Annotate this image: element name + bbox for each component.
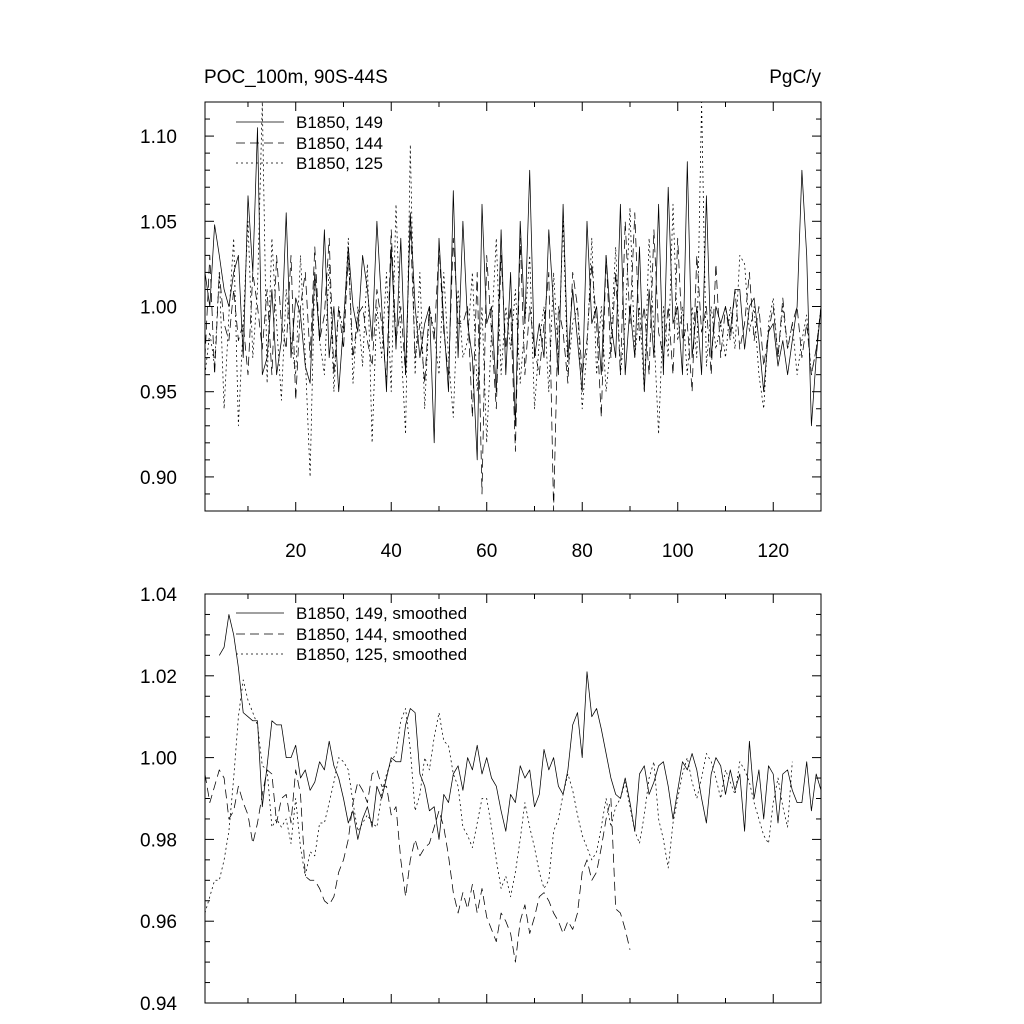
legend-entry-125-smoothed: B1850, 125, smoothed [236,645,467,664]
legend-label-149-smoothed: B1850, 149, smoothed [296,604,467,623]
legend-entry-149-smoothed: B1850, 149, smoothed [236,604,467,623]
legend-entry-125: B1850, 125 [236,154,383,173]
units-label: PgC/y [769,67,821,88]
y-tick-label: 0.95 [140,383,177,404]
x-tick-label: 40 [381,541,402,562]
top-panel-legend: B1850, 149 B1850, 144 B1850, 125 [236,113,383,173]
bottom-panel-axes: 0.94 0.96 0.98 1.00 1.02 1.04 [140,585,822,1015]
bottom-panel-series-lines [205,614,821,963]
y-tick-label: 0.98 [140,830,177,851]
y-tick-label: 1.04 [140,585,177,606]
top-panel: POC_100m, 90S-44S PgC/y 20 40 60 80 100 120 0.… [140,67,822,562]
x-tick-label: 120 [757,541,789,562]
legend-entry-144: B1850, 144 [236,134,383,153]
y-tick-label: 1.05 [140,212,177,233]
series-line-3 [205,102,821,478]
series-line-2 [205,212,821,511]
legend-label-144: B1850, 144 [296,134,383,153]
y-tick-label: 1.00 [140,749,177,770]
top-panel-series-lines [205,102,821,511]
x-tick-label: 20 [285,541,306,562]
series-line-1 [205,127,821,461]
chart-title: POC_100m, 90S-44S [204,67,388,88]
x-tick-label: 80 [572,541,593,562]
y-tick-label: 0.96 [140,912,177,933]
y-tick-label: 1.10 [140,127,177,148]
legend-label-125: B1850, 125 [296,154,383,173]
y-tick-label: 0.90 [140,468,177,489]
x-tick-label: 100 [662,541,694,562]
legend-label-125-smoothed: B1850, 125, smoothed [296,645,467,664]
bottom-panel-legend: B1850, 149, smoothed B1850, 144, smoothe… [236,604,467,664]
y-tick-label: 1.02 [140,667,177,688]
y-tick-label: 0.94 [140,994,177,1015]
top-panel-axes: 20 40 60 80 100 120 0.90 0.95 1.00 1.05 1.10 [140,101,822,562]
series-line-3 [205,679,793,914]
bottom-panel: 0.94 0.96 0.98 1.00 1.02 1.04 B1850, 149, smo… [140,585,822,1015]
series-line-1 [218,614,821,840]
legend-label-144-smoothed: B1850, 144, smoothed [296,625,467,644]
series-line-2 [205,769,631,963]
legend-entry-149: B1850, 149 [236,113,383,132]
legend-label-149: B1850, 149 [296,113,383,132]
y-tick-label: 1.00 [140,298,177,319]
legend-entry-144-smoothed: B1850, 144, smoothed [236,625,467,644]
x-tick-label: 60 [476,541,497,562]
